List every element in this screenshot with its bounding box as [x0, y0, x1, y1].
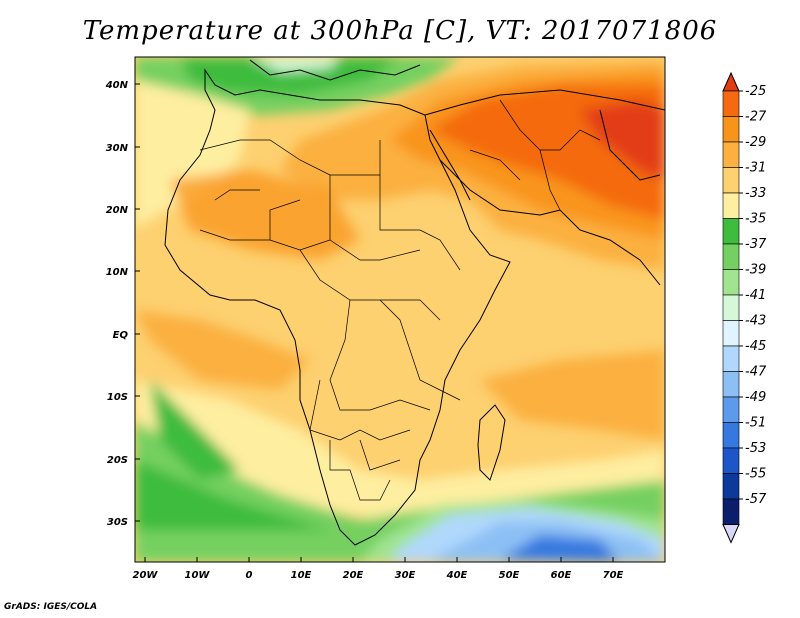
- colorbar-cell: [722, 243, 740, 270]
- lon-label: 10E: [291, 570, 312, 581]
- colorbar-cell: [722, 345, 740, 372]
- lon-label: 10W: [185, 570, 211, 581]
- lat-label: 20N: [106, 205, 129, 216]
- axis-ticks: [135, 83, 614, 562]
- colorbar-label: -41: [745, 288, 766, 303]
- colorbar-cell: [722, 90, 740, 117]
- colorbar: -25 -27 -29 -31 -33 -35 -37 -39 -41 -43 -45 -47 -49 -…: [722, 71, 767, 544]
- colorbar-cell: [722, 116, 740, 143]
- colorbar-label: -55: [745, 467, 766, 482]
- temperature-field: [135, 57, 665, 562]
- colorbar-cell: [722, 320, 740, 347]
- lon-label: 70E: [603, 570, 624, 581]
- lat-label: 30S: [107, 517, 128, 528]
- colorbar-label: -29: [745, 135, 766, 150]
- colorbar-label: -57: [745, 492, 767, 507]
- map-frame: [134, 56, 666, 563]
- lon-label: 20W: [133, 570, 159, 581]
- colorbar-label: -51: [745, 416, 766, 431]
- colorbar-label: -39: [745, 263, 766, 278]
- colorbar-bottom-arrow: [722, 524, 740, 544]
- colorbar-label: -43: [745, 314, 766, 329]
- colorbar-label: -47: [745, 365, 767, 380]
- colorbar-label: -49: [745, 390, 766, 405]
- colorbar-label: -25: [745, 84, 766, 99]
- map-title: Temperature at 300hPa [C], VT: 201707180…: [82, 16, 718, 46]
- colorbar-cell: [722, 218, 740, 245]
- colorbar-cell: [722, 447, 740, 474]
- colorbar-cell: [722, 498, 740, 525]
- colorbar-cell: [722, 141, 740, 168]
- colorbar-label: -31: [745, 161, 766, 176]
- grads-credit: GrADS: IGES/COLA: [4, 602, 98, 612]
- colorbar-cell: [722, 422, 740, 449]
- latitude-labels: 40N 30N 20N 10N EQ 10S 20S 30S: [105, 80, 129, 528]
- colorbar-cell: [722, 473, 740, 500]
- colorbar-label: -33: [745, 186, 766, 201]
- colorbar-cell: [722, 294, 740, 321]
- colorbar-cell: [722, 192, 740, 219]
- colorbar-cell: [722, 269, 740, 296]
- colorbar-label: -45: [745, 339, 766, 354]
- lon-label: 30E: [395, 570, 416, 581]
- longitude-labels: 20W 10W 0 10E 20E 30E 40E 50E 60E 70E: [133, 570, 624, 581]
- colorbar-label: -53: [745, 441, 766, 456]
- colorbar-label: -35: [745, 212, 766, 227]
- lat-label: 20S: [107, 455, 128, 466]
- lat-label: EQ: [113, 330, 129, 341]
- lon-label: 20E: [343, 570, 364, 581]
- colorbar-cell: [722, 396, 740, 423]
- colorbar-cell: [722, 167, 740, 194]
- country-borders: [199, 99, 601, 501]
- lat-label: 30N: [106, 143, 129, 154]
- lon-label: 60E: [551, 570, 572, 581]
- lon-label: 40E: [446, 570, 468, 581]
- colorbar-label: -27: [745, 110, 767, 125]
- lat-label: 40N: [105, 80, 129, 91]
- colorbar-top-arrow: [722, 71, 740, 92]
- lon-label: 0: [246, 570, 253, 581]
- colorbar-cell: [722, 371, 740, 398]
- lat-label: 10N: [106, 267, 129, 278]
- lon-label: 50E: [499, 570, 520, 581]
- colorbar-label: -37: [745, 237, 767, 252]
- lat-label: 10S: [107, 392, 128, 403]
